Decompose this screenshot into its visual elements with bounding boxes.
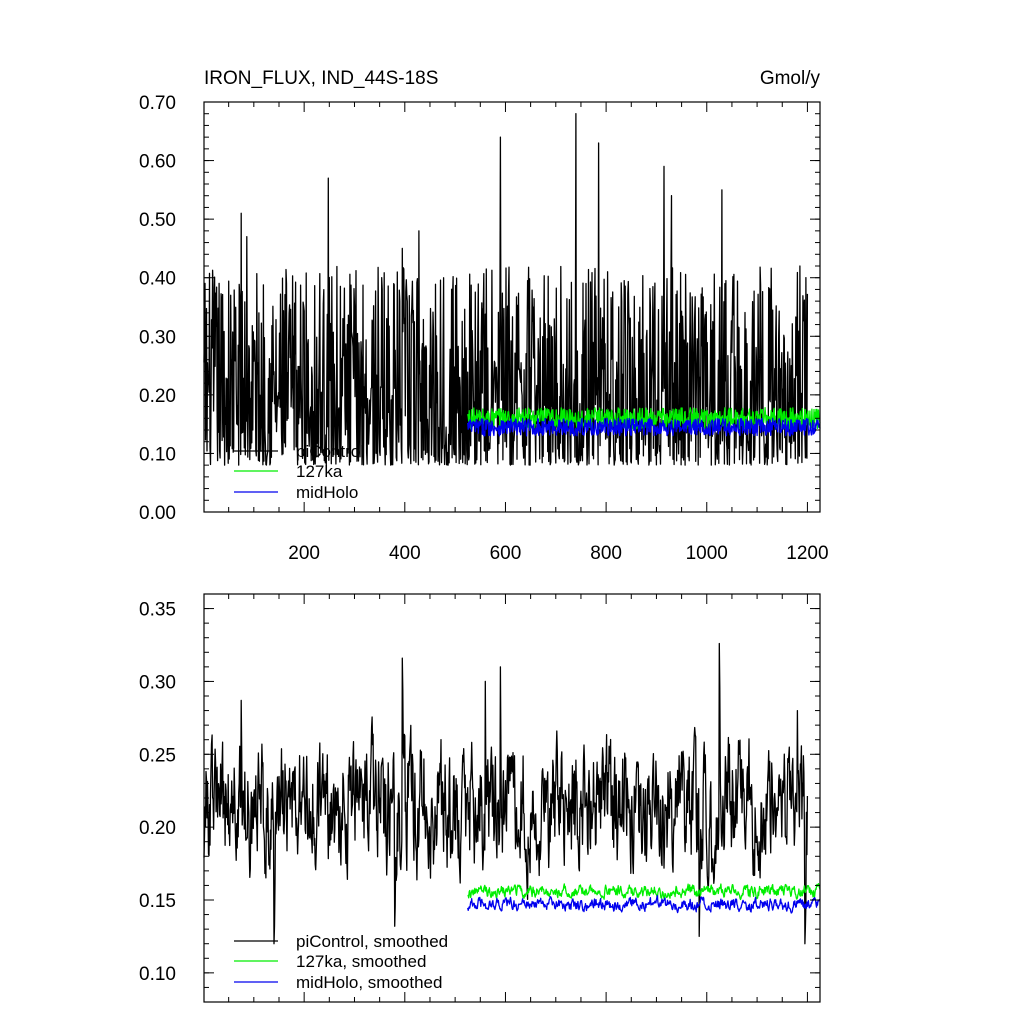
y-tick-label: 0.70 [139, 93, 176, 114]
bottom-panel: 0.10 0.15 0.20 0.25 0.30 0.35 piControl, smoo… [139, 593, 821, 1003]
y-tick-label: 0.35 [139, 600, 176, 621]
y-tick-label: 0.10 [139, 444, 176, 465]
bottom-series-layer [203, 642, 821, 945]
legend-label-midholo: midHolo [296, 483, 358, 502]
y-tick-label: 0.40 [139, 269, 176, 290]
x-tick-label: 1200 [786, 543, 828, 564]
top-axis-layer: 200 400 600 800 1000 1200 0.00 0.10 0.20 0.30 0.40… [139, 93, 829, 564]
top-panel: 200 400 600 800 1000 1200 0.00 0.10 0.20 0.30 0.40… [139, 93, 829, 564]
y-tick-label: 0.30 [139, 327, 176, 348]
series-line-midholo-smoothed [467, 894, 821, 914]
y-tick-label: 0.25 [139, 745, 176, 766]
x-tick-label: 200 [288, 543, 320, 564]
top-legend: piControl 127ka midHolo [234, 442, 364, 502]
series-line-127ka-smoothed [467, 883, 821, 901]
units-label: Gmol/y [760, 68, 821, 89]
y-tick-label: 0.15 [139, 891, 176, 912]
top-series-layer [203, 113, 821, 466]
legend-label-127ka: 127ka [296, 462, 343, 481]
series-line-127ka [467, 407, 821, 430]
legend-label-midholo-smoothed: midHolo, smoothed [296, 973, 442, 992]
y-tick-label: 0.60 [139, 152, 176, 173]
legend-label-picontrol: piControl [296, 442, 364, 461]
series-line-picontrol-smoothed [203, 642, 809, 945]
y-tick-label: 0.00 [139, 503, 176, 524]
legend-label-127ka-smoothed: 127ka, smoothed [296, 952, 426, 971]
y-tick-label: 0.20 [139, 386, 176, 407]
y-tick-label: 0.10 [139, 964, 176, 985]
series-line-midholo [467, 417, 821, 437]
top-plot-frame [203, 101, 821, 513]
bottom-axis-layer: 0.10 0.15 0.20 0.25 0.30 0.35 [139, 593, 820, 1003]
x-tick-label: 400 [389, 543, 421, 564]
bottom-legend: piControl, smoothed 127ka, smoothed midH… [234, 932, 448, 992]
x-tick-label: 1000 [686, 543, 728, 564]
x-tick-label: 600 [490, 543, 522, 564]
x-tick-label: 800 [590, 543, 622, 564]
y-tick-label: 0.20 [139, 818, 176, 839]
y-tick-label: 0.50 [139, 210, 176, 231]
y-tick-label: 0.30 [139, 672, 176, 693]
series-line-picontrol [203, 113, 809, 466]
chart-title: IRON_FLUX, IND_44S-18S [204, 68, 438, 89]
legend-label-picontrol-smoothed: piControl, smoothed [296, 932, 448, 951]
